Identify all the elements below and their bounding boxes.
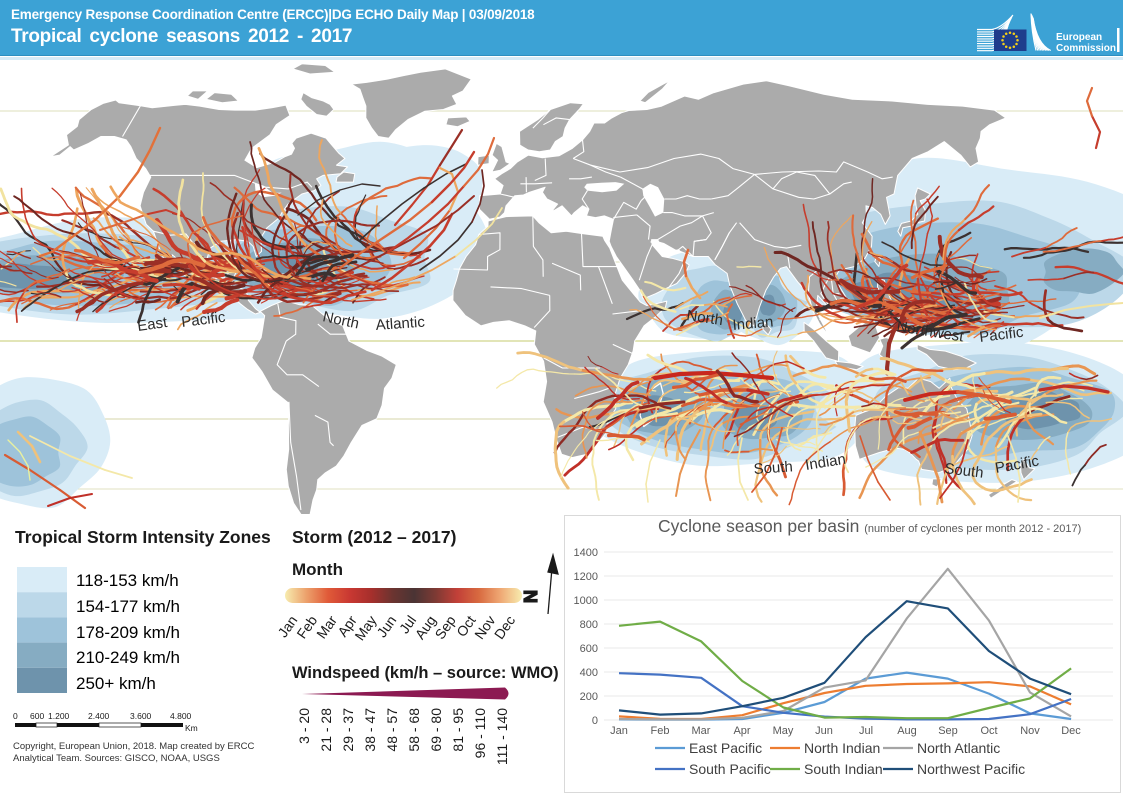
svg-text:Pacific: Pacific [180, 309, 226, 331]
svg-text:800: 800 [580, 619, 598, 631]
svg-text:2.400: 2.400 [88, 711, 110, 721]
svg-text:Tropical Storm Intensity Zones: Tropical Storm Intensity Zones [15, 527, 271, 547]
svg-text:0: 0 [13, 711, 18, 721]
svg-text:Windspeed (km/h – source: WMO): Windspeed (km/h – source: WMO) [292, 664, 559, 682]
svg-text:154-177 km/h: 154-177 km/h [76, 597, 180, 616]
svg-text:Km: Km [185, 723, 198, 733]
svg-text:North: North [685, 307, 724, 329]
svg-text:250+ km/h: 250+ km/h [76, 674, 156, 693]
svg-text:210-249 km/h: 210-249 km/h [76, 648, 180, 667]
svg-text:Apr: Apr [733, 725, 750, 737]
svg-text:81 - 95: 81 - 95 [450, 708, 466, 752]
svg-text:East Pacific: East Pacific [689, 740, 762, 756]
svg-text:1000: 1000 [574, 595, 598, 607]
svg-text:200: 200 [580, 691, 598, 703]
svg-text:South: South [753, 458, 793, 478]
svg-text:Commission: Commission [1056, 43, 1116, 54]
svg-text:118-153 km/h: 118-153 km/h [76, 571, 179, 590]
svg-text:1400: 1400 [574, 547, 598, 559]
svg-text:Jul: Jul [859, 725, 873, 737]
svg-text:European: European [1056, 32, 1102, 43]
svg-text:29 - 37: 29 - 37 [340, 708, 356, 752]
svg-text:North Indian: North Indian [804, 740, 880, 756]
svg-text:38 - 47: 38 - 47 [362, 708, 378, 752]
svg-text:600: 600 [30, 711, 44, 721]
svg-text:Oct: Oct [980, 725, 997, 737]
svg-text:3.600: 3.600 [130, 711, 152, 721]
svg-text:Analytical Team. Sources: GIS: Analytical Team. Sources: GISCO, NOAA, U… [13, 753, 220, 764]
svg-text:Sep: Sep [938, 725, 958, 737]
svg-text:Atlantic: Atlantic [375, 314, 426, 334]
svg-text:Indian: Indian [804, 451, 847, 474]
svg-text:South: South [944, 460, 985, 482]
svg-text:Month: Month [292, 560, 343, 579]
svg-text:48 - 57: 48 - 57 [384, 708, 400, 752]
svg-text:Nov: Nov [1020, 725, 1040, 737]
svg-text:400: 400 [580, 667, 598, 679]
svg-text:4.800: 4.800 [170, 711, 192, 721]
svg-text:1200: 1200 [574, 571, 598, 583]
svg-text:1.200: 1.200 [48, 711, 70, 721]
svg-text:South Pacific: South Pacific [689, 761, 771, 777]
svg-text:Jun: Jun [815, 725, 833, 737]
svg-text:East: East [136, 314, 169, 335]
svg-text:Jan: Jan [610, 725, 628, 737]
svg-text:North Atlantic: North Atlantic [917, 740, 1000, 756]
svg-text:Northwest Pacific: Northwest Pacific [917, 761, 1025, 777]
svg-text:96 - 110: 96 - 110 [472, 708, 488, 759]
svg-text:N: N [521, 590, 541, 603]
svg-text:May: May [773, 725, 794, 737]
svg-text:Storm (2012 – 2017): Storm (2012 – 2017) [292, 527, 456, 547]
svg-text:600: 600 [580, 643, 598, 655]
svg-text:69 - 80: 69 - 80 [428, 708, 444, 752]
svg-text:21 - 28: 21 - 28 [318, 708, 334, 752]
svg-text:0: 0 [592, 715, 598, 727]
svg-text:Copyright, European Union, 201: Copyright, European Union, 2018. Map cre… [13, 741, 254, 752]
svg-text:111 - 140: 111 - 140 [494, 708, 510, 765]
svg-text:Indian: Indian [732, 313, 774, 333]
svg-text:3 - 20: 3 - 20 [296, 708, 312, 744]
svg-text:South Indian: South Indian [804, 761, 883, 777]
svg-text:Aug: Aug [897, 725, 917, 737]
svg-text:58 - 68: 58 - 68 [406, 708, 422, 752]
svg-text:Feb: Feb [651, 725, 670, 737]
svg-text:178-209 km/h: 178-209 km/h [76, 623, 180, 642]
svg-text:Dec: Dec [1061, 725, 1081, 737]
svg-text:Pacific: Pacific [978, 324, 1024, 346]
svg-text:Mar: Mar [692, 725, 711, 737]
